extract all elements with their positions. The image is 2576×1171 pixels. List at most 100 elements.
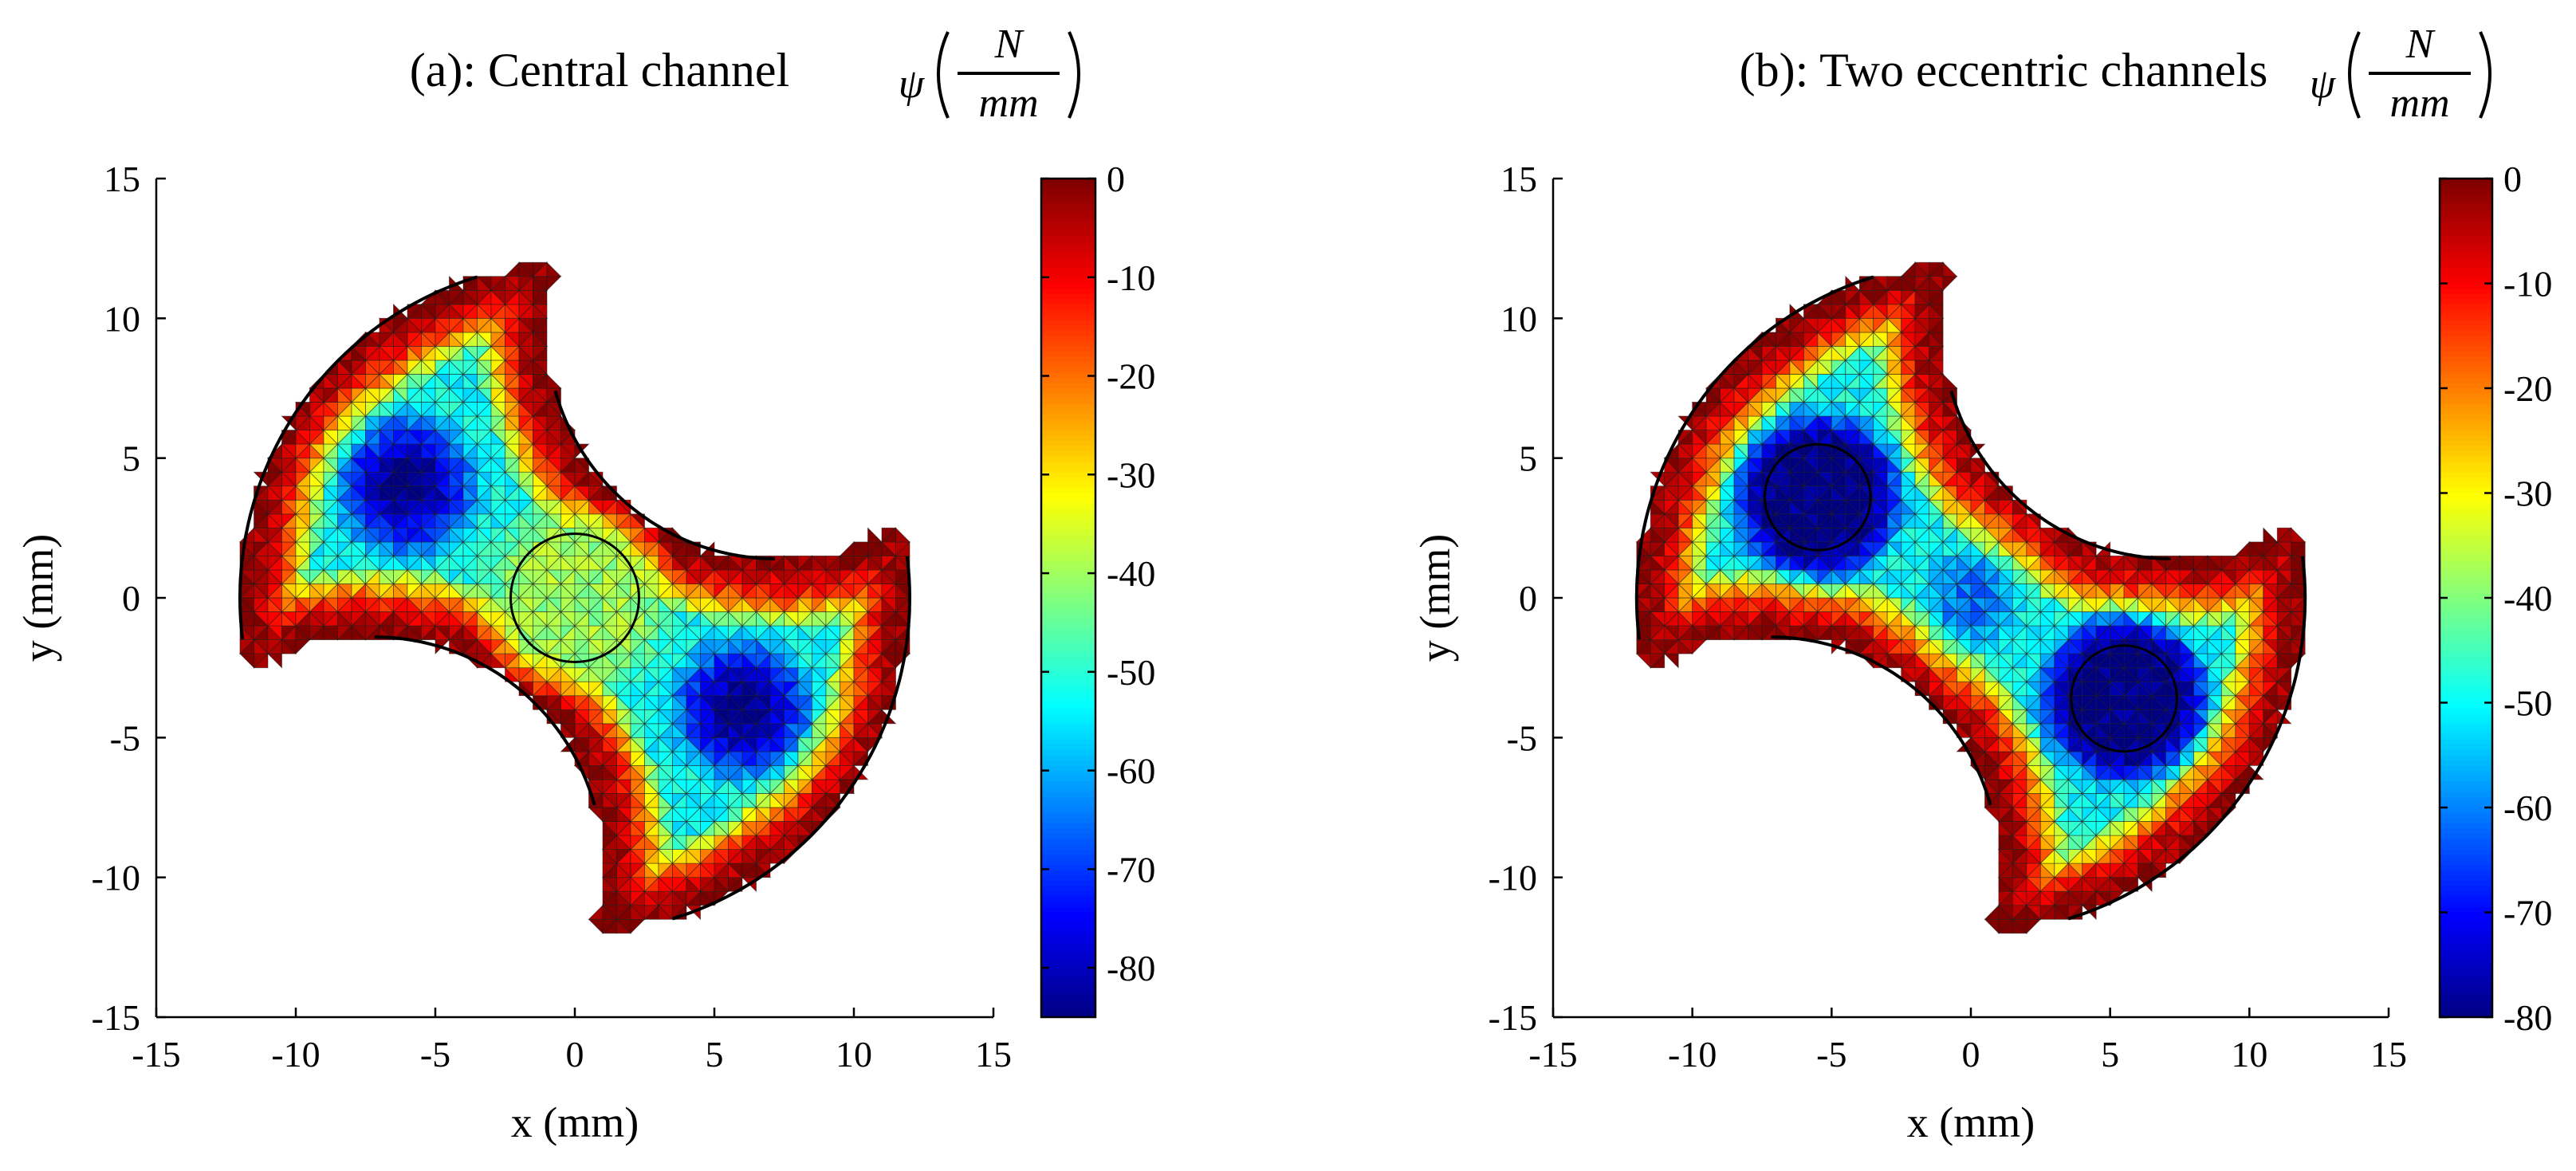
colorbar-segment <box>1041 498 1095 505</box>
colorbar-segment <box>2440 336 2492 342</box>
colorbar-tick-label: -40 <box>1107 553 1155 594</box>
colorbar: 0-10-20-30-40-50-60-70-80 <box>2438 159 2552 1038</box>
y-tick-label: -5 <box>110 717 140 758</box>
colorbar-segment <box>1041 855 1095 861</box>
colorbar-segment <box>1041 309 1095 316</box>
colorbar-segment <box>2440 572 2492 578</box>
colorbar-segment <box>2440 1001 2492 1008</box>
colorbar-segment <box>2440 676 2492 683</box>
colorbar-segment <box>2440 891 2492 898</box>
colorbar-segment <box>2440 650 2492 657</box>
colorbar-segment <box>2440 183 2492 191</box>
colorbar-segment <box>1041 975 1095 981</box>
colorbar-segment <box>1041 252 1095 258</box>
colorbar-segment <box>2440 918 2492 924</box>
colorbar-segment <box>1041 204 1095 211</box>
y-tick-label: 10 <box>1500 298 1537 339</box>
colorbar-segment <box>1041 655 1095 662</box>
colorbar-segment <box>1041 576 1095 584</box>
colorbar-segment <box>1041 765 1095 772</box>
colorbar-segment <box>1041 503 1095 510</box>
colorbar-segment <box>1041 320 1095 327</box>
colorbar-segment <box>1041 226 1095 232</box>
colorbar-segment <box>1041 613 1095 620</box>
colorbar-segment <box>1041 409 1095 415</box>
colorbar-segment <box>1041 666 1095 673</box>
colorbar-segment <box>1041 645 1095 651</box>
colorbar-segment <box>1041 708 1095 714</box>
colorbar-segment <box>1041 230 1095 238</box>
colorbar-segment <box>2440 529 2492 536</box>
colorbar-segment <box>2440 356 2492 363</box>
colorbar-segment <box>2440 372 2492 379</box>
colorbar-segment <box>1041 849 1095 856</box>
mesh-element <box>839 540 855 556</box>
colorbar-segment <box>2440 749 2492 756</box>
colorbar-segment <box>1041 456 1095 463</box>
right-paren <box>1068 31 1080 119</box>
colorbar-tick-label: -50 <box>1107 652 1155 693</box>
colorbar-segment <box>2440 346 2492 352</box>
colorbar-segment <box>1041 314 1095 321</box>
colorbar-segment <box>2440 980 2492 987</box>
colorbar-segment <box>1041 582 1095 588</box>
mesh-element <box>546 261 562 277</box>
colorbar-segment <box>1041 985 1095 992</box>
x-tick-label: -10 <box>271 1034 320 1075</box>
colorbar-segment <box>2440 855 2492 861</box>
x-tick-label: 5 <box>706 1034 724 1075</box>
y-tick-label: -15 <box>1489 997 1537 1038</box>
colorbar-segment <box>1041 529 1095 536</box>
right-paren <box>2479 31 2491 119</box>
x-tick-label: 15 <box>2370 1034 2407 1075</box>
y-tick-label: 5 <box>122 438 140 479</box>
colorbar-segment <box>1041 273 1095 279</box>
mesh-element <box>2234 540 2250 556</box>
colorbar-segment <box>2440 513 2492 521</box>
colorbar-segment <box>1041 414 1095 421</box>
colorbar-segment <box>2440 236 2492 242</box>
mesh-element <box>588 904 604 920</box>
colorbar-segment <box>1041 682 1095 688</box>
colorbar-segment <box>1041 828 1095 835</box>
colorbar-segment <box>2440 796 2492 804</box>
colorbar-segment <box>2440 623 2492 631</box>
mesh-element <box>1942 276 1958 292</box>
colorbar-tick-label: -80 <box>1107 948 1155 988</box>
mesh-element <box>2291 527 2307 543</box>
x-axis-label: x (mm) <box>511 1098 639 1146</box>
panel-title: (b): Two eccentric channels <box>1740 44 2268 96</box>
colorbar-segment <box>1041 346 1095 352</box>
colorbar-segment <box>1041 760 1095 767</box>
mesh-element <box>1942 261 1958 277</box>
colorbar-segment <box>2440 603 2492 610</box>
colorbar-segment <box>2440 849 2492 856</box>
mesh-element <box>266 653 282 669</box>
colorbar-segment <box>2440 828 2492 835</box>
colorbar-segment <box>2440 823 2492 830</box>
colorbar-segment <box>2440 299 2492 305</box>
colorbar-segment <box>1041 839 1095 846</box>
colorbar-segment <box>1041 776 1095 783</box>
colorbar-segment <box>2440 456 2492 463</box>
colorbar-segment <box>2440 582 2492 588</box>
colorbar-tick-label: -10 <box>2503 264 2552 305</box>
colorbar-segment <box>2440 330 2492 337</box>
x-tick-label: 15 <box>975 1034 1012 1075</box>
colorbar-segment <box>1041 623 1095 631</box>
colorbar-segment <box>1041 1006 1095 1013</box>
colorbar-segment <box>2440 576 2492 584</box>
colorbar-segment <box>1041 189 1095 195</box>
mesh-element <box>2263 527 2279 543</box>
colorbar-segment <box>2440 639 2492 646</box>
colorbar-segment <box>1041 509 1095 515</box>
colorbar-segment <box>2440 560 2492 568</box>
colorbar-segment <box>1041 818 1095 824</box>
mesh-field <box>238 261 911 934</box>
colorbar-segment <box>1041 713 1095 720</box>
colorbar-segment <box>1041 267 1095 274</box>
colorbar-segment <box>1041 598 1095 604</box>
mesh-element <box>630 918 646 934</box>
colorbar-segment <box>2440 304 2492 311</box>
colorbar-segment <box>2440 833 2492 840</box>
